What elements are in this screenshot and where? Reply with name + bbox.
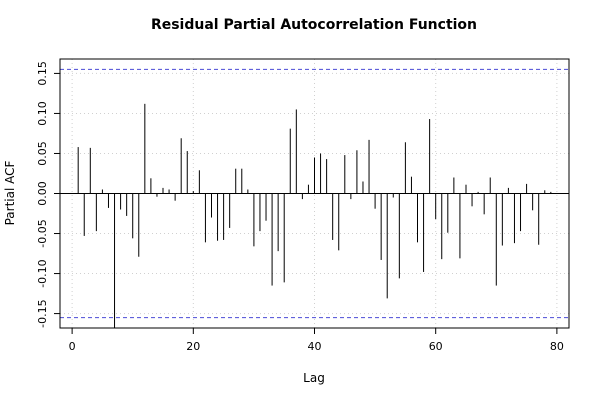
y-axis: -0.15 -0.10 -0.05 0.00 0.05 0.10 0.15 — [36, 61, 60, 328]
y-tick-label: -0.10 — [36, 259, 49, 287]
x-axis-label: Lag — [303, 371, 325, 385]
y-tick-label: 0.15 — [36, 61, 49, 86]
x-tick-label: 40 — [308, 340, 322, 353]
y-tick-label: -0.05 — [36, 219, 49, 247]
y-tick-label: 0.10 — [36, 101, 49, 126]
x-tick-label: 80 — [550, 340, 564, 353]
y-tick-label: -0.15 — [36, 299, 49, 327]
y-tick-label: 0.05 — [36, 141, 49, 166]
confidence-bands — [60, 68, 569, 319]
y-tick-label: 0.00 — [36, 181, 49, 206]
pacf-stems — [77, 103, 552, 328]
x-tick-label: 60 — [429, 340, 443, 353]
y-axis-label: Partial ACF — [3, 161, 17, 226]
x-axis: 0 20 40 60 80 — [69, 328, 564, 353]
x-tick-label: 0 — [69, 340, 76, 353]
x-tick-label: 20 — [186, 340, 200, 353]
chart-title: Residual Partial Autocorrelation Functio… — [151, 17, 477, 33]
